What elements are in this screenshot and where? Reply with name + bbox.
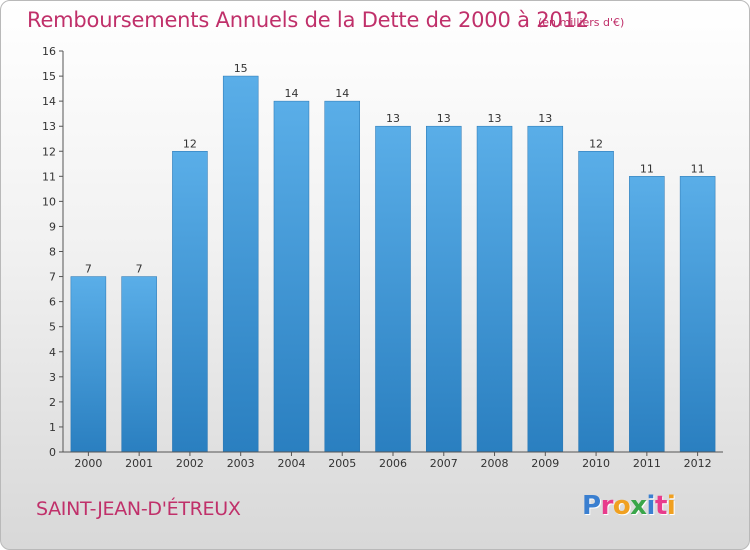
x-tick-label: 2010 xyxy=(582,457,610,470)
y-tick-label: 9 xyxy=(49,220,56,233)
x-tick-label: 2006 xyxy=(379,457,407,470)
x-tick-label: 2012 xyxy=(684,457,712,470)
y-tick-label: 6 xyxy=(49,296,56,309)
bar xyxy=(222,75,259,453)
y-tick-label: 10 xyxy=(42,195,56,208)
bar xyxy=(121,276,157,453)
y-tick-label: 12 xyxy=(42,145,56,158)
bar-value-label: 13 xyxy=(488,112,502,125)
proxiti-logo: Proxiti xyxy=(582,491,676,521)
bar-value-label: 7 xyxy=(136,263,143,276)
logo-letter: t xyxy=(654,491,667,521)
x-tick-label: 2004 xyxy=(277,457,305,470)
y-tick-label: 14 xyxy=(42,95,56,108)
logo-letter: o xyxy=(612,491,631,521)
bar-value-label: 12 xyxy=(183,137,197,150)
bar xyxy=(273,100,310,453)
y-tick-label: 4 xyxy=(49,346,56,359)
x-tick-label: 2009 xyxy=(531,457,559,470)
x-tick-label: 2002 xyxy=(176,457,204,470)
bar xyxy=(172,151,208,453)
bar xyxy=(375,125,411,453)
y-tick-label: 13 xyxy=(42,120,56,133)
bar-value-label: 13 xyxy=(386,112,400,125)
y-tick-label: 5 xyxy=(49,321,56,334)
y-tick-label: 3 xyxy=(49,371,56,384)
x-tick-label: 2011 xyxy=(633,457,661,470)
y-tick-label: 1 xyxy=(49,421,56,434)
bar xyxy=(527,125,564,453)
logo-letter: P xyxy=(582,491,601,521)
y-tick-label: 8 xyxy=(49,246,56,259)
bar-value-label: 12 xyxy=(589,137,603,150)
x-tick-label: 2007 xyxy=(430,457,458,470)
bar-value-label: 13 xyxy=(538,112,552,125)
x-tick-label: 2005 xyxy=(328,457,356,470)
bar-value-label: 7 xyxy=(85,263,92,276)
bar xyxy=(629,176,665,453)
bar xyxy=(578,151,614,453)
x-tick-label: 2001 xyxy=(125,457,153,470)
y-tick-label: 16 xyxy=(42,45,56,58)
logo-letter: x xyxy=(630,491,647,521)
bar-value-label: 11 xyxy=(691,162,705,175)
x-tick-label: 2003 xyxy=(227,457,255,470)
y-tick-label: 15 xyxy=(42,70,56,83)
y-tick-label: 0 xyxy=(49,446,56,459)
y-tick-label: 7 xyxy=(49,271,56,284)
bar xyxy=(426,125,462,453)
bar xyxy=(70,276,107,453)
unit-note: (en milliers d'€) xyxy=(538,16,625,29)
logo-letter: i xyxy=(666,491,676,521)
bar xyxy=(324,100,360,453)
y-tick-label: 11 xyxy=(42,170,56,183)
bar xyxy=(679,176,716,453)
x-tick-label: 2000 xyxy=(74,457,102,470)
bar-value-label: 11 xyxy=(640,162,654,175)
bar-value-label: 13 xyxy=(437,112,451,125)
logo-letter: r xyxy=(600,491,614,521)
place-name: SAINT-JEAN-D'ÉTREUX xyxy=(36,498,241,520)
y-tick-label: 2 xyxy=(49,396,56,409)
logo-letter: i xyxy=(646,491,656,521)
bar-value-label: 14 xyxy=(335,87,349,100)
bar-value-label: 15 xyxy=(234,62,248,75)
bar xyxy=(476,125,513,453)
bar-value-label: 14 xyxy=(284,87,298,100)
x-tick-label: 2008 xyxy=(481,457,509,470)
chart-title: Remboursements Annuels de la Dette de 20… xyxy=(27,8,589,32)
